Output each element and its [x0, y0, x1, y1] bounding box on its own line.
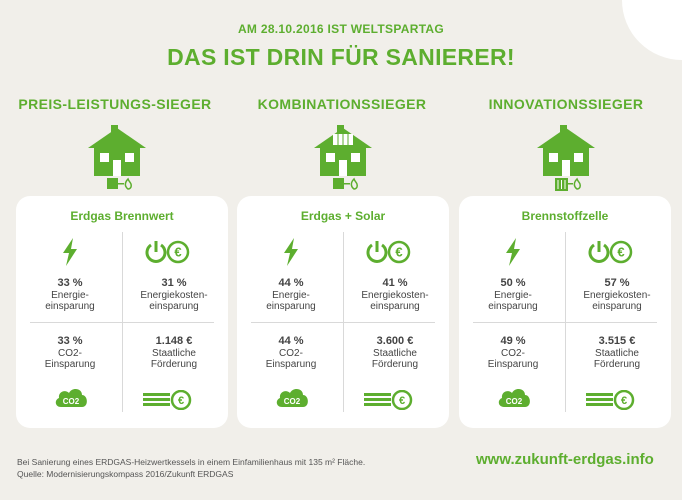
co2-saving: 49 % CO2- Einsparung [467, 335, 559, 371]
cost-percent: 41 % [382, 277, 408, 289]
funding-amount: 3.515 € [598, 335, 636, 347]
co2-percent: 33 % [57, 335, 83, 347]
svg-text:€: € [621, 395, 627, 407]
divider-horizontal [251, 322, 435, 323]
footer-notes: Bei Sanierung eines ERDGAS-Heizwertkesse… [17, 457, 365, 480]
co2-percent: 49 % [500, 335, 526, 347]
category-title-3: INNOVATIONSSIEGER [488, 96, 644, 112]
co2-label-line1: CO2- [58, 347, 82, 359]
co2-text: CO2 [506, 397, 523, 406]
funding-amount: 3.600 € [376, 335, 414, 347]
energy-label-line1: Energie- [272, 289, 310, 301]
co2-percent: 44 % [278, 335, 304, 347]
co2-cloud-icon: CO2 [276, 389, 308, 407]
card-title: Brennstoffzelle [521, 209, 609, 223]
co2-label-line1: CO2- [279, 347, 303, 359]
cost-label-line2: einsparung [592, 301, 642, 312]
cost-percent: 31 % [161, 277, 187, 289]
co2-cloud-icon: CO2 [498, 389, 530, 407]
funding: 3.515 € Staatliche Förderung [571, 335, 663, 371]
power-euro-icon: € [588, 240, 633, 264]
co2-label-line1: CO2- [501, 347, 525, 359]
headline: DAS IST DRIN FÜR SANIERER! [167, 44, 515, 70]
svg-text:€: € [399, 395, 405, 407]
coins-euro-icon: € [586, 390, 635, 410]
energy-saving: 44 % Energie- einsparung [245, 277, 337, 313]
category-title-1: PREIS-LEISTUNGS-SIEGER [18, 96, 212, 112]
svg-text:€: € [395, 245, 402, 260]
house-icon [314, 125, 372, 190]
cost-label-line2: einsparung [370, 301, 420, 312]
funding-amount: 1.148 € [155, 335, 193, 347]
energy-percent: 44 % [278, 277, 304, 289]
category-title-2: KOMBINATIONSSIEGER [257, 96, 427, 112]
energy-label-line2: einsparung [266, 301, 316, 312]
svg-text:€: € [617, 245, 624, 260]
energy-saving: 33 % Energie- einsparung [24, 277, 116, 313]
funding-label-line1: Staatliche [373, 347, 417, 359]
card-3: Brennstoffzelle 50 % Energie- einsparung… [459, 196, 671, 428]
funding-label-line1: Staatliche [152, 347, 196, 359]
footer-note: Bei Sanierung eines ERDGAS-Heizwertkesse… [17, 457, 366, 467]
co2-label-line2: Einsparung [44, 359, 96, 370]
lightning-icon [284, 238, 298, 266]
power-euro-icon: € [366, 240, 411, 264]
energy-label-line1: Energie- [51, 289, 89, 301]
funding-label-line1: Staatliche [595, 347, 639, 359]
card-title: Erdgas Brennwert [70, 209, 174, 223]
house-icon [88, 125, 146, 190]
cost-label-line2: einsparung [149, 301, 199, 312]
funding-label-line2: Förderung [371, 359, 419, 370]
coins-euro-icon: € [143, 390, 192, 410]
cost-label-line1: Energiekosten- [361, 289, 429, 301]
cost-saving: 57 % Energiekosten- einsparung [571, 277, 663, 313]
cost-percent: 57 % [604, 277, 630, 289]
lightning-icon [63, 238, 77, 266]
card-1: Erdgas Brennwert 33 % Energie- einsparun… [16, 196, 228, 428]
coins-euro-icon: € [364, 390, 413, 410]
co2-cloud-icon: CO2 [55, 389, 87, 407]
footer-source: Quelle: Modernisierungskompass 2016/Zuku… [17, 468, 234, 479]
co2-label-line2: Einsparung [487, 359, 539, 370]
cost-saving: 31 % Energiekosten- einsparung [128, 277, 220, 313]
cost-label-line1: Energiekosten- [140, 289, 208, 301]
website-link[interactable]: www.zukunft-erdgas.info [476, 451, 654, 468]
co2-saving: 33 % CO2- Einsparung [24, 335, 116, 371]
divider-horizontal [473, 322, 657, 323]
co2-saving: 44 % CO2- Einsparung [245, 335, 337, 371]
funding-label-line2: Förderung [150, 359, 198, 370]
energy-label-line2: einsparung [488, 301, 538, 312]
co2-text: CO2 [63, 397, 80, 406]
cost-label-line1: Energiekosten- [583, 289, 651, 301]
svg-text:€: € [178, 395, 184, 407]
energy-label-line1: Energie- [494, 289, 532, 301]
divider-horizontal [30, 322, 214, 323]
energy-percent: 33 % [57, 277, 83, 289]
svg-text:€: € [174, 245, 181, 260]
energy-label-line2: einsparung [45, 301, 95, 312]
energy-saving: 50 % Energie- einsparung [467, 277, 559, 313]
funding-label-line2: Förderung [593, 359, 641, 370]
power-euro-icon: € [145, 240, 190, 264]
funding: 1.148 € Staatliche Förderung [128, 335, 220, 371]
lightning-icon [506, 238, 520, 266]
cost-saving: 41 % Energiekosten- einsparung [349, 277, 441, 313]
funding: 3.600 € Staatliche Förderung [349, 335, 441, 371]
energy-percent: 50 % [500, 277, 526, 289]
card-2: Erdgas + Solar 44 % Energie- einsparung … [237, 196, 449, 428]
co2-label-line2: Einsparung [265, 359, 317, 370]
house-icon [537, 125, 595, 191]
date-line: AM 28.10.2016 IST WELTSPARTAG [237, 22, 445, 36]
card-title: Erdgas + Solar [300, 209, 386, 223]
co2-text: CO2 [284, 397, 301, 406]
